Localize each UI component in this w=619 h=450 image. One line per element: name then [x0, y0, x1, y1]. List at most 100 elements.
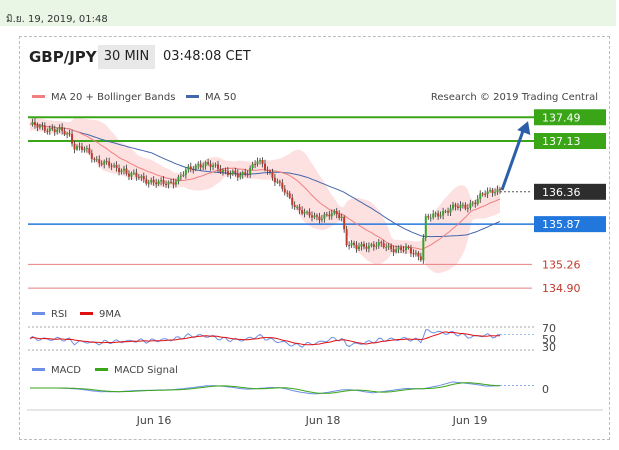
candle-body: [405, 246, 407, 251]
candle-body: [288, 193, 291, 198]
candle-body: [360, 243, 363, 247]
candle-body: [496, 189, 499, 193]
candle-body: [167, 181, 170, 185]
candle-body: [145, 179, 148, 184]
candle-body: [66, 133, 69, 135]
candle-body: [78, 146, 81, 148]
candle-body: [320, 218, 323, 221]
candle-body: [414, 252, 417, 255]
candle-body: [217, 164, 219, 169]
candle-body: [256, 161, 259, 165]
candle-body: [276, 181, 279, 183]
candle-body: [417, 252, 420, 257]
candle-body: [452, 204, 454, 209]
candle-body: [132, 172, 135, 174]
date-bar: มิ.ย. 19, 2019, 01:48: [0, 0, 616, 26]
minor-level-label: 134.90: [542, 282, 581, 295]
candle-body: [303, 211, 306, 214]
candle-body: [442, 211, 445, 216]
candle-body: [469, 203, 472, 208]
candle-body: [412, 253, 415, 255]
candle-body: [239, 174, 242, 178]
timeframe-badge[interactable]: 30 MIN: [98, 45, 155, 69]
candle-body: [31, 122, 34, 125]
current-price-tag: [534, 183, 606, 200]
resistance-level-label: 137.13: [542, 135, 581, 148]
macd-signal-line: [30, 382, 501, 394]
candle-body: [313, 215, 316, 218]
candle-body: [202, 165, 205, 168]
candle-body: [150, 179, 153, 183]
candle-body: [199, 164, 202, 168]
support-level-label: 135.87: [542, 218, 581, 231]
candle-body: [489, 190, 492, 192]
candle-body: [142, 176, 145, 180]
resistance-level-tag: [534, 133, 606, 150]
candle-body: [174, 181, 177, 185]
candle-body: [177, 176, 180, 182]
candle-body: [46, 130, 49, 132]
candle-body: [333, 210, 336, 214]
candle-body: [479, 193, 482, 199]
candle-body: [315, 215, 318, 217]
candle-body: [459, 205, 462, 208]
candle-body: [189, 166, 192, 170]
candle-body: [268, 170, 271, 172]
candle-body: [424, 216, 427, 238]
candle-body: [429, 217, 432, 219]
pair-title: GBP/JPY: [29, 48, 97, 66]
candle-body: [301, 210, 304, 214]
candle-body: [449, 208, 452, 213]
candle-body: [125, 168, 128, 174]
candle-body: [140, 176, 143, 178]
candle-body: [372, 244, 375, 247]
candle-body: [48, 128, 51, 132]
ma20-legend-swatch: [32, 95, 45, 98]
support-level-tag: [534, 216, 606, 233]
candle-body: [76, 146, 78, 150]
candle-body: [385, 247, 388, 249]
candle-body: [494, 192, 497, 194]
candle-body: [135, 172, 138, 177]
resistance-level-tag: [534, 109, 606, 126]
candle-body: [387, 245, 390, 248]
minor-level-label: 135.26: [542, 258, 581, 271]
candle-body: [427, 216, 430, 218]
candle-body: [499, 189, 501, 191]
candle-body: [83, 148, 86, 150]
signal-legend-label: MACD Signal: [114, 365, 178, 376]
candle-body: [476, 198, 479, 205]
candle-body: [259, 159, 262, 162]
candle-body: [466, 207, 469, 209]
candle-body: [71, 134, 74, 144]
candle-body: [182, 174, 185, 176]
candle-body: [88, 148, 91, 154]
candle-body: [33, 122, 36, 126]
candle-body: [397, 247, 400, 250]
candle-body: [236, 173, 239, 178]
candle-body: [271, 171, 274, 178]
candle-body: [249, 168, 252, 175]
bollinger-band-area: [30, 116, 500, 274]
candle-body: [464, 204, 467, 209]
candle-body: [103, 161, 106, 165]
candle-body: [123, 168, 125, 171]
candle-body: [330, 213, 333, 217]
candle-body: [335, 210, 338, 215]
macd-line: [30, 381, 501, 395]
current-price-label: 136.36: [542, 186, 581, 199]
candle-body: [160, 180, 163, 182]
forecast-arrow-head: [517, 121, 531, 135]
candle-body: [437, 213, 440, 217]
candle-body: [362, 243, 365, 247]
candle-body: [353, 242, 356, 245]
candle-body: [95, 159, 98, 161]
candle-body: [348, 245, 351, 247]
candle-body: [179, 175, 182, 177]
candle-body: [53, 129, 56, 132]
forecast-arrow-shaft: [500, 124, 527, 191]
candle-body: [113, 164, 116, 167]
candle-body: [212, 165, 215, 168]
candle-body: [192, 169, 195, 171]
